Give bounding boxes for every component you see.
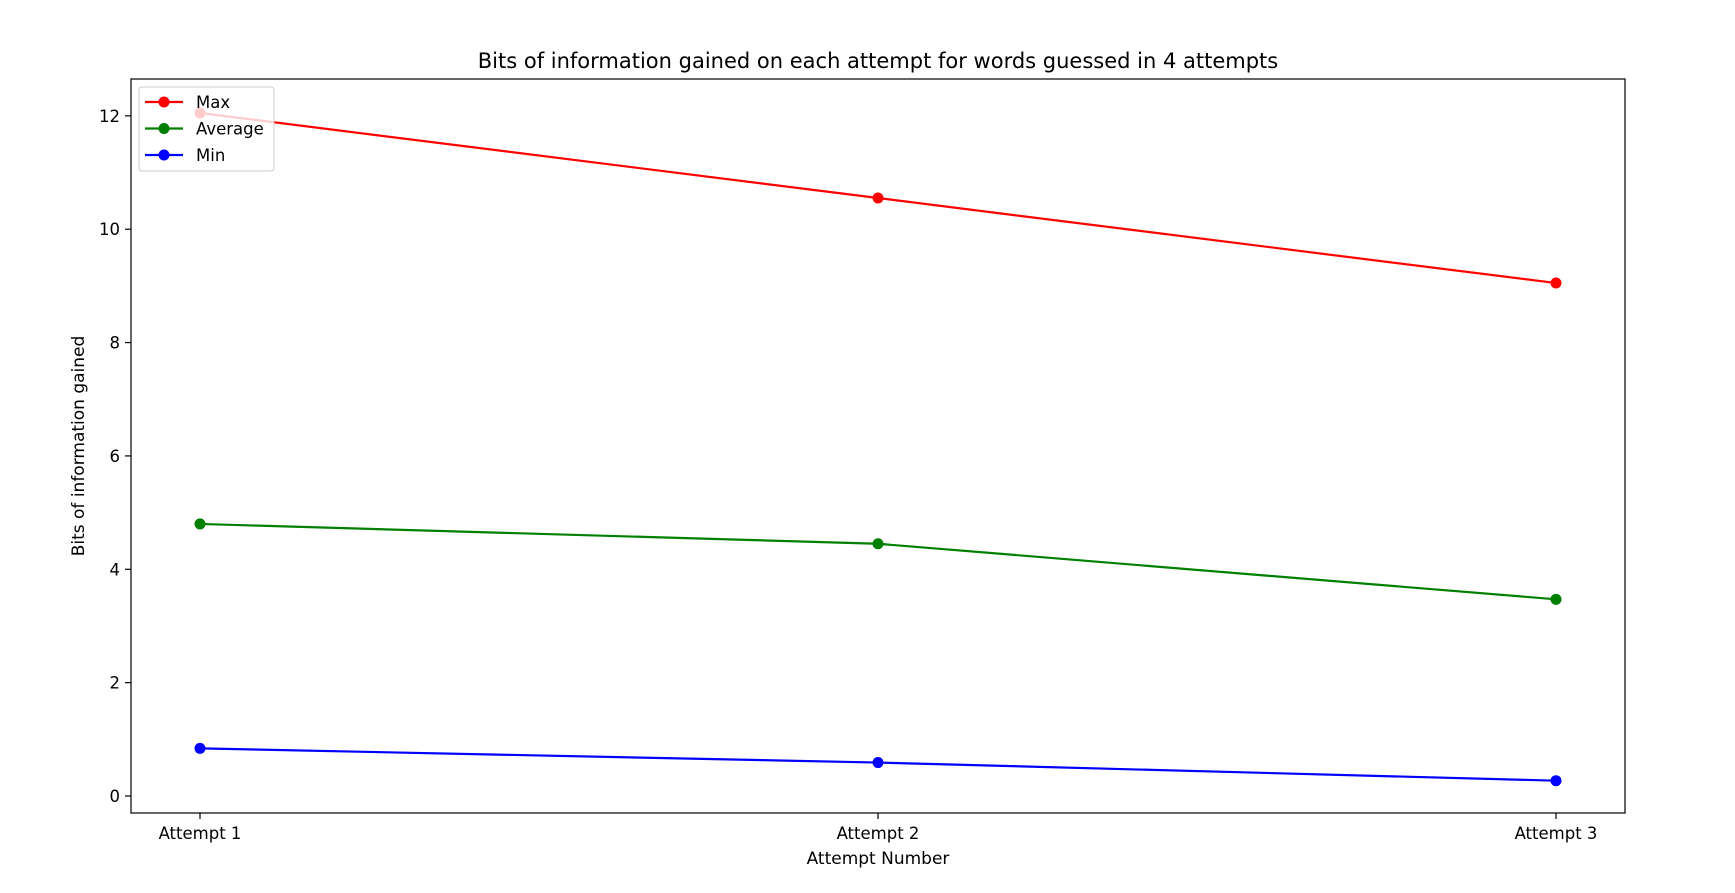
legend-label-max: Max: [196, 93, 230, 112]
legend-swatch-marker-max: [158, 96, 170, 108]
y-tick-label: 12: [99, 107, 120, 126]
legend-swatch-marker-average: [158, 123, 170, 134]
x-tick-label: Attempt 2: [837, 824, 920, 843]
y-tick-label: 0: [110, 787, 121, 806]
x-axis-label: Attempt Number: [807, 849, 950, 869]
data-point-max: [872, 192, 884, 204]
chart-title: Bits of information gained on each attem…: [478, 49, 1278, 73]
data-point-average: [194, 518, 206, 530]
plot-area-frame: [130, 78, 1626, 814]
data-point-min: [1550, 775, 1562, 787]
data-point-average: [872, 538, 884, 550]
y-tick-label: 4: [110, 560, 121, 579]
legend-box: [138, 86, 275, 172]
data-point-max: [1550, 277, 1562, 289]
legend-label-min: Min: [196, 146, 225, 165]
legend: Max Average Min: [138, 86, 275, 172]
y-tick-label: 6: [110, 447, 121, 466]
y-axis: 0 2 4 6 8 10 12: [99, 107, 131, 806]
legend-swatch-marker-min: [158, 149, 170, 161]
x-tick-label: Attempt 1: [159, 824, 242, 843]
series-layer: [194, 107, 1562, 787]
data-point-average: [1550, 593, 1562, 605]
y-tick-label: 10: [99, 220, 120, 239]
y-axis-label: Bits of information gained: [69, 336, 89, 557]
y-tick-label: 2: [110, 674, 121, 693]
y-tick-label: 8: [110, 334, 121, 353]
data-point-min: [194, 742, 206, 754]
series-line-average: [199, 522, 1557, 601]
legend-label-average: Average: [196, 120, 264, 139]
data-point-min: [872, 757, 884, 769]
x-tick-label: Attempt 3: [1515, 824, 1598, 843]
x-axis: Attempt 1 Attempt 2 Attempt 3: [159, 813, 1598, 843]
